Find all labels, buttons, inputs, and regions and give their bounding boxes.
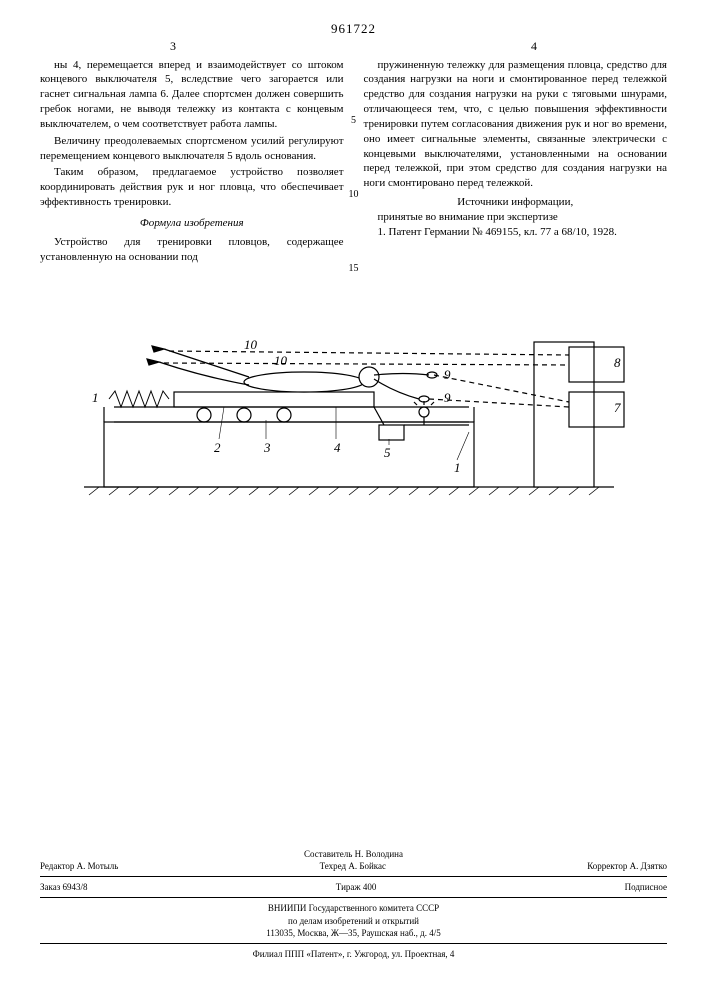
fig-label-8: 8 — [614, 355, 621, 370]
patent-figure: 1 2 3 4 5 1 7 8 9 9 10 10 — [74, 307, 634, 507]
fig-label-7: 7 — [614, 400, 621, 415]
fig-label-9b: 9 — [444, 367, 451, 382]
line-num-15: 15 — [349, 262, 359, 276]
footer: Составитель Н. Володина Редактор А. Моты… — [40, 848, 667, 960]
left-p1: ны 4, перемещается вперед и взаимодейств… — [40, 58, 344, 132]
line-num-10: 10 — [349, 188, 359, 202]
fig-label-4: 4 — [334, 440, 341, 455]
footer-org2: по делам изобретений и открытий — [40, 915, 667, 927]
fig-label-2: 2 — [214, 440, 221, 455]
fig-label-3: 3 — [263, 440, 271, 455]
page-num-left: 3 — [170, 38, 176, 54]
fig-label-1b: 1 — [454, 460, 461, 475]
sources-sub: принятые во внимание при экспертизе — [364, 210, 668, 225]
fig-label-5: 5 — [384, 445, 391, 460]
left-p4: Устройство для тренировки пловцов, со­де… — [40, 235, 344, 265]
fig-label-1a: 1 — [92, 390, 99, 405]
footer-addr1: 113035, Москва, Ж—35, Раушская наб., д. … — [40, 927, 667, 939]
footer-circulation: Тираж 400 — [336, 881, 377, 893]
right-p1: пружиненную тележку для размещения плов­… — [364, 58, 668, 192]
formula-title: Формула изобретения — [40, 216, 344, 231]
footer-corrector: Корректор А. Дзятко — [587, 860, 667, 872]
column-right: пружиненную тележку для размещения плов­… — [364, 58, 668, 267]
patent-number: 961722 — [40, 20, 667, 38]
footer-subscription: Подписное — [625, 881, 667, 893]
fig-label-10a: 10 — [244, 337, 258, 352]
footer-addr2: Филиал ППП «Патент», г. Ужгород, ул. Про… — [40, 948, 667, 960]
fig-label-9a: 9 — [444, 390, 451, 405]
column-left: ны 4, перемещается вперед и взаимодейств… — [40, 58, 344, 267]
text-columns: 5 10 15 ны 4, перемещается вперед и взаи… — [40, 58, 667, 267]
footer-editor: Редактор А. Мотыль — [40, 860, 118, 872]
figure-container: 1 2 3 4 5 1 7 8 9 9 10 10 — [40, 307, 667, 507]
left-p2: Величину преодолеваемых спортсменом усил… — [40, 134, 344, 164]
footer-org1: ВНИИПИ Государственного комитета СССР — [40, 902, 667, 914]
footer-tech: Техред А. Бойкас — [320, 860, 386, 872]
sources-title: Источники информации, — [364, 195, 668, 210]
footer-order: Заказ 6943/8 — [40, 881, 88, 893]
footer-compiler: Составитель Н. Володина — [40, 848, 667, 860]
fig-label-10b: 10 — [274, 353, 288, 368]
page-num-right: 4 — [531, 38, 537, 54]
line-num-5: 5 — [351, 114, 356, 128]
left-p3: Таким образом, предлагаемое устройство п… — [40, 165, 344, 210]
ref-1: 1. Патент Германии № 469155, кл. 77 а 68… — [364, 225, 668, 240]
